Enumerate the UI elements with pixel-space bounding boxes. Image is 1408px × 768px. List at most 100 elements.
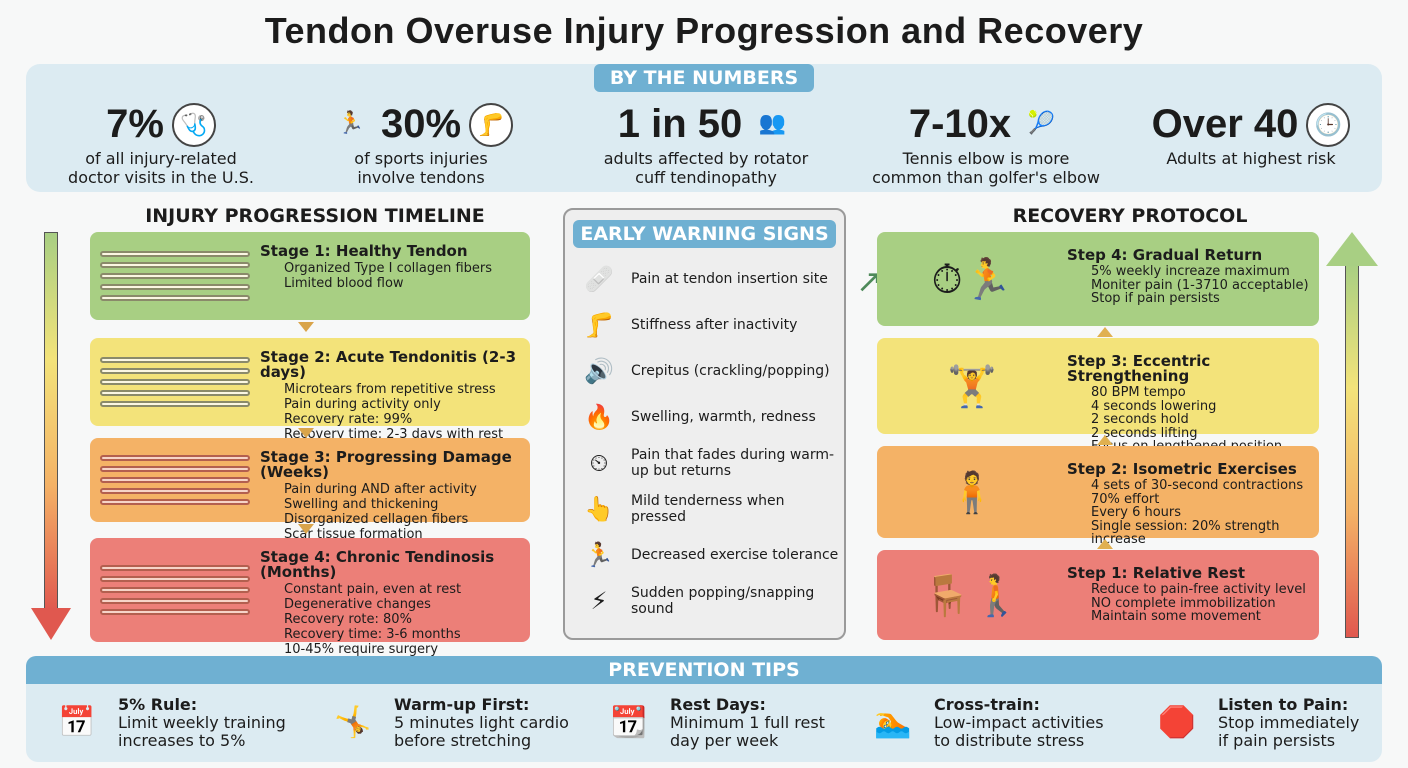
warning-text: Mild tenderness when pressed [631, 493, 785, 525]
up-arrow-icon [1097, 539, 1113, 549]
warning-text: Pain at tendon insertion site [631, 271, 828, 287]
warning-text: Swelling, warmth, redness [631, 409, 816, 425]
tip-text: before stretching [394, 731, 532, 750]
people-shoulder-icon: 👥 [758, 109, 786, 135]
stage-card: Stage 3: Progressing Damage (Weeks) Pain … [90, 438, 530, 542]
stop-sign-icon: 🛑 [1158, 705, 1196, 740]
exercise-figure-icon: 🪑🚶 [922, 572, 1022, 619]
by-the-numbers-panel: BY THE NUMBERS 7% 🩺 of all injury-related d… [26, 64, 1382, 192]
warning-text: Sudden popping/snapping sound [631, 585, 815, 617]
stat-item: 7-10x 🎾 Tennis elbow is more common than go… [866, 102, 1106, 187]
tip-title: Cross-train: [934, 695, 1040, 714]
stage-detail: Recovery time: 3-6 months [284, 627, 461, 642]
stage-card: Stage 1: Healthy Tendon Organized Type I … [90, 232, 530, 320]
tip-title: Rest Days: [670, 695, 766, 714]
tip-text: 5 minutes light cardio [394, 713, 569, 732]
step-detail: 4 sets of 30-second contractions [1091, 478, 1304, 493]
prevention-panel: PREVENTION TIPS 📅 5% Rule: Limit weekly tr… [26, 656, 1382, 762]
arrow-head-down [31, 608, 71, 640]
step-detail: 80 BPM tempo [1091, 385, 1186, 400]
joint-sound-icon: 🔊 [584, 357, 614, 385]
stat-label: common than golfer's elbow [872, 168, 1100, 187]
page-title: Tendon Overuse Injury Progression and Re… [264, 10, 1144, 51]
early-warning-panel: EARLY WARNING SIGNS 🩹 Pain at tendon inse… [563, 208, 846, 640]
tip-text: to distribute stress [934, 731, 1085, 750]
exercise-figure-icon: 🧍 [947, 469, 997, 516]
tip-text: Minimum 1 full rest [670, 713, 825, 732]
stage-detail: Recovery rate: 99% [284, 412, 413, 427]
up-arrow-icon [1097, 327, 1113, 337]
stat-item: 1 in 50 👥 adults affected by rotator cuff t… [586, 102, 826, 187]
down-arrow-icon [298, 524, 314, 534]
progression-arrow [44, 232, 58, 612]
tip-text: Stop immediately [1218, 713, 1360, 732]
stage-title: Stage 1: Healthy Tendon [260, 242, 468, 260]
tip-title: 5% Rule: [118, 695, 198, 714]
tip-title: Listen to Pain: [1218, 695, 1349, 714]
warning-text: Crepitus (crackling/popping) [631, 363, 830, 379]
arrow-head-up [1326, 232, 1378, 266]
recovery-step-card: 🪑🚶 Step 1: Relative Rest Reduce to pain-f… [877, 550, 1319, 640]
prevention-tip: 🤸 Warm-up First: 5 minutes light cardio bef… [326, 696, 569, 750]
step-detail: 4 seconds lowering [1091, 398, 1217, 414]
tip-text: if pain persists [1218, 731, 1336, 750]
triathlon-icon: 🏊 [874, 705, 912, 740]
tip-text: Limit weekly training [118, 713, 286, 732]
snap-icon: ⚡ [590, 587, 608, 615]
clock-person-icon: 🕒 [1306, 102, 1351, 147]
tendon-illustration-icon [90, 338, 260, 426]
stat-value: 7-10x [908, 102, 1012, 146]
runner-icon: 🏃 [584, 541, 614, 569]
step-detail: 2 seconds lifting [1091, 425, 1198, 441]
step-title: Step 4: Gradual Return [1067, 246, 1263, 264]
stage-detail: Microtears from repetitive stress [284, 382, 496, 397]
stat-label: Adults at highest risk [1166, 149, 1336, 168]
tip-title: Warm-up First: [394, 695, 530, 714]
stage-title: Stage 3: Progressing Damage (Weeks) [260, 448, 512, 481]
stage-detail: Disorganized cellagen fibers [284, 512, 469, 527]
step-detail: Stop if pain persists [1091, 291, 1220, 306]
stat-item: 7% 🩺 of all injury-related doctor visits in… [46, 102, 276, 187]
step-detail: 70% effort [1091, 491, 1160, 507]
down-arrow-icon [298, 322, 314, 332]
stage-card: Stage 4: Chronic Tendinosis (Months) Cons… [90, 538, 530, 672]
warning-item: 🦵 Stiffness after inactivity [577, 308, 842, 342]
progress-arrow [1345, 262, 1359, 638]
recovery-step-card: ⏱🏃 Step 4: Gradual Return 5% weekly incre… [877, 232, 1319, 326]
warning-text: Stiffness after inactivity [631, 317, 798, 333]
runner-icon: 🏃 [337, 109, 365, 135]
prevention-tip: 📆 Rest Days: Minimum 1 full rest day per we… [602, 696, 825, 750]
prevention-tip: 🛑 Listen to Pain: Stop immediately if pain … [1150, 696, 1359, 750]
warning-item: 👆 Mild tenderness when pressed [577, 492, 842, 526]
knee-stiff-icon: 🦵 [584, 311, 614, 339]
stage-detail: Swelling and thickening [284, 497, 439, 512]
stat-value: Over 40 [1151, 102, 1299, 146]
step-title: Step 1: Relative Rest [1067, 564, 1246, 582]
stage-detail: Pain during AND after activity [284, 482, 477, 497]
stat-item: Over 40 🕒 Adults at highest risk [1136, 102, 1366, 168]
warning-header: EARLY WARNING SIGNS [573, 220, 836, 248]
step-detail: Reduce to pain-free activity level [1091, 582, 1306, 597]
prevention-header: PREVENTION TIPS [26, 656, 1382, 684]
exercise-figure-icon: ⏱🏃 [931, 256, 1013, 303]
exercise-figure-icon: 🏋 [947, 363, 997, 410]
stat-label: of all injury-related [85, 149, 237, 168]
tendon-illustration-icon [90, 538, 260, 642]
stretch-icon: 🤸 [334, 705, 372, 740]
tendon-illustration-icon [90, 232, 260, 320]
stage-title: Stage 4: Chronic Tendinosis (Months) [260, 548, 495, 581]
stat-label: Tennis elbow is more [902, 149, 1070, 168]
tendon-icon: 🦵 [469, 102, 514, 147]
stage-detail: Constant pain, even at rest [284, 582, 462, 597]
stat-label: cuff tendinopathy [635, 168, 777, 187]
elbow-pain-icon: 🩹 [584, 265, 614, 293]
down-arrow-icon [298, 428, 314, 438]
stat-label: adults affected by rotator [603, 149, 809, 168]
tendon-illustration-icon [90, 438, 260, 522]
stage-card: Stage 2: Acute Tendonitis (2-3 days) Micr… [90, 338, 530, 442]
step-detail: 5% weekly increaze maximum [1091, 264, 1290, 279]
tip-text: day per week [670, 731, 779, 750]
warning-item: ⚡ Sudden popping/snapping sound [577, 584, 842, 618]
step-detail: 2 seconds hold [1091, 412, 1189, 427]
recovery-step-card: 🏋 Step 3: Eccentric Strengthening 80 BPM … [877, 338, 1319, 453]
